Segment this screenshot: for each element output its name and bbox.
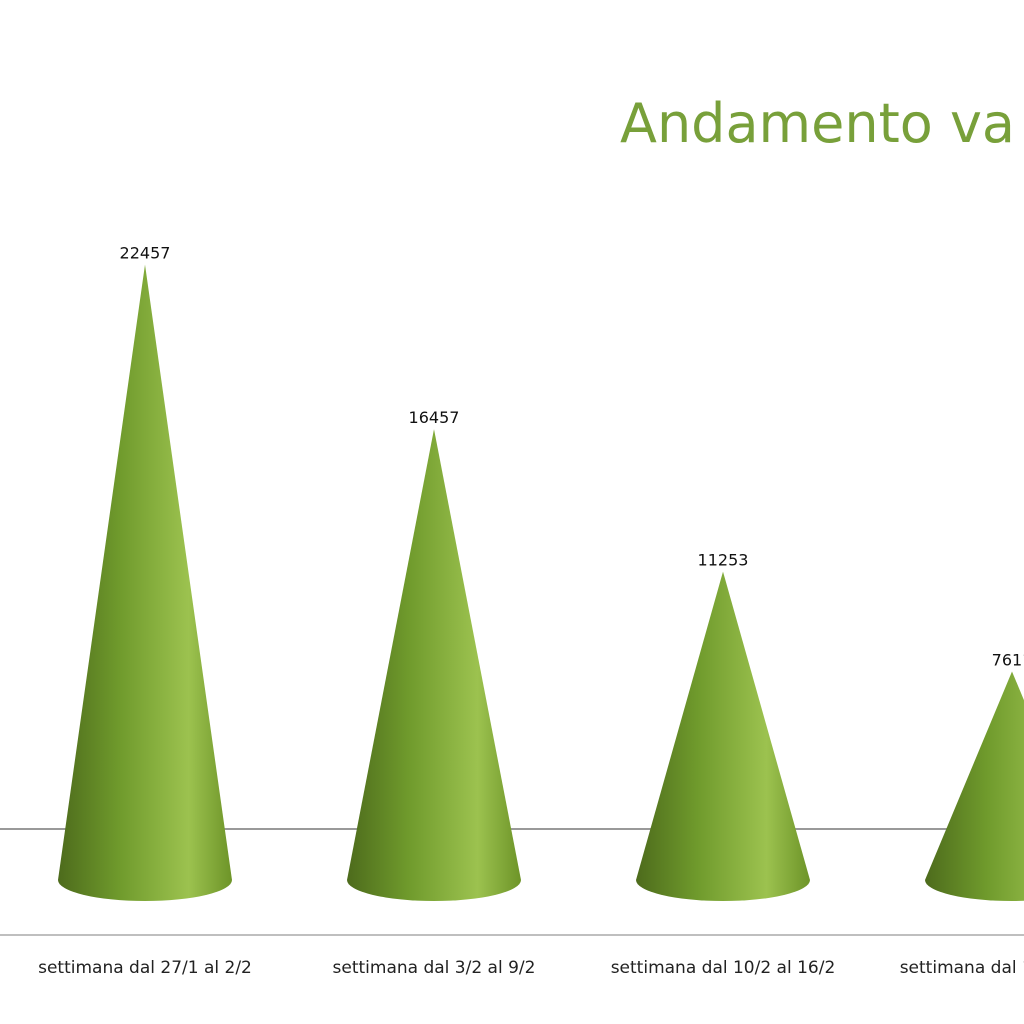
data-label: 16457 [409,408,460,427]
x-tick-label: settimana dal 27/1 al 2/2 [38,958,252,978]
cone-body [636,571,810,901]
x-tick-label: settimana dal 10/2 al 16/2 [611,958,836,978]
data-label: 7611 [992,650,1024,669]
cone-body [347,429,521,901]
label-line: settimana dal 10/2 al 16/2 [611,958,836,978]
cone [925,671,1024,901]
cone-body [58,264,232,901]
x-tick-label: settimana dal 3/2 al 9/2 [333,958,536,978]
data-label: 22457 [120,244,171,263]
data-label: 11253 [698,551,749,570]
label-line: settimana dal 3/2 al 9/2 [333,958,536,978]
cone [58,264,232,901]
cone [636,571,810,901]
label-line: settimana dal 17/2 al 23/2 [900,958,1024,978]
label-line: settimana dal 27/1 al 2/2 [38,958,252,978]
cone [347,429,521,901]
chart-title: Andamento va [620,92,1015,155]
cone-body [925,671,1024,901]
x-tick-label: settimana dal 17/2 al 23/2 [900,958,1024,978]
